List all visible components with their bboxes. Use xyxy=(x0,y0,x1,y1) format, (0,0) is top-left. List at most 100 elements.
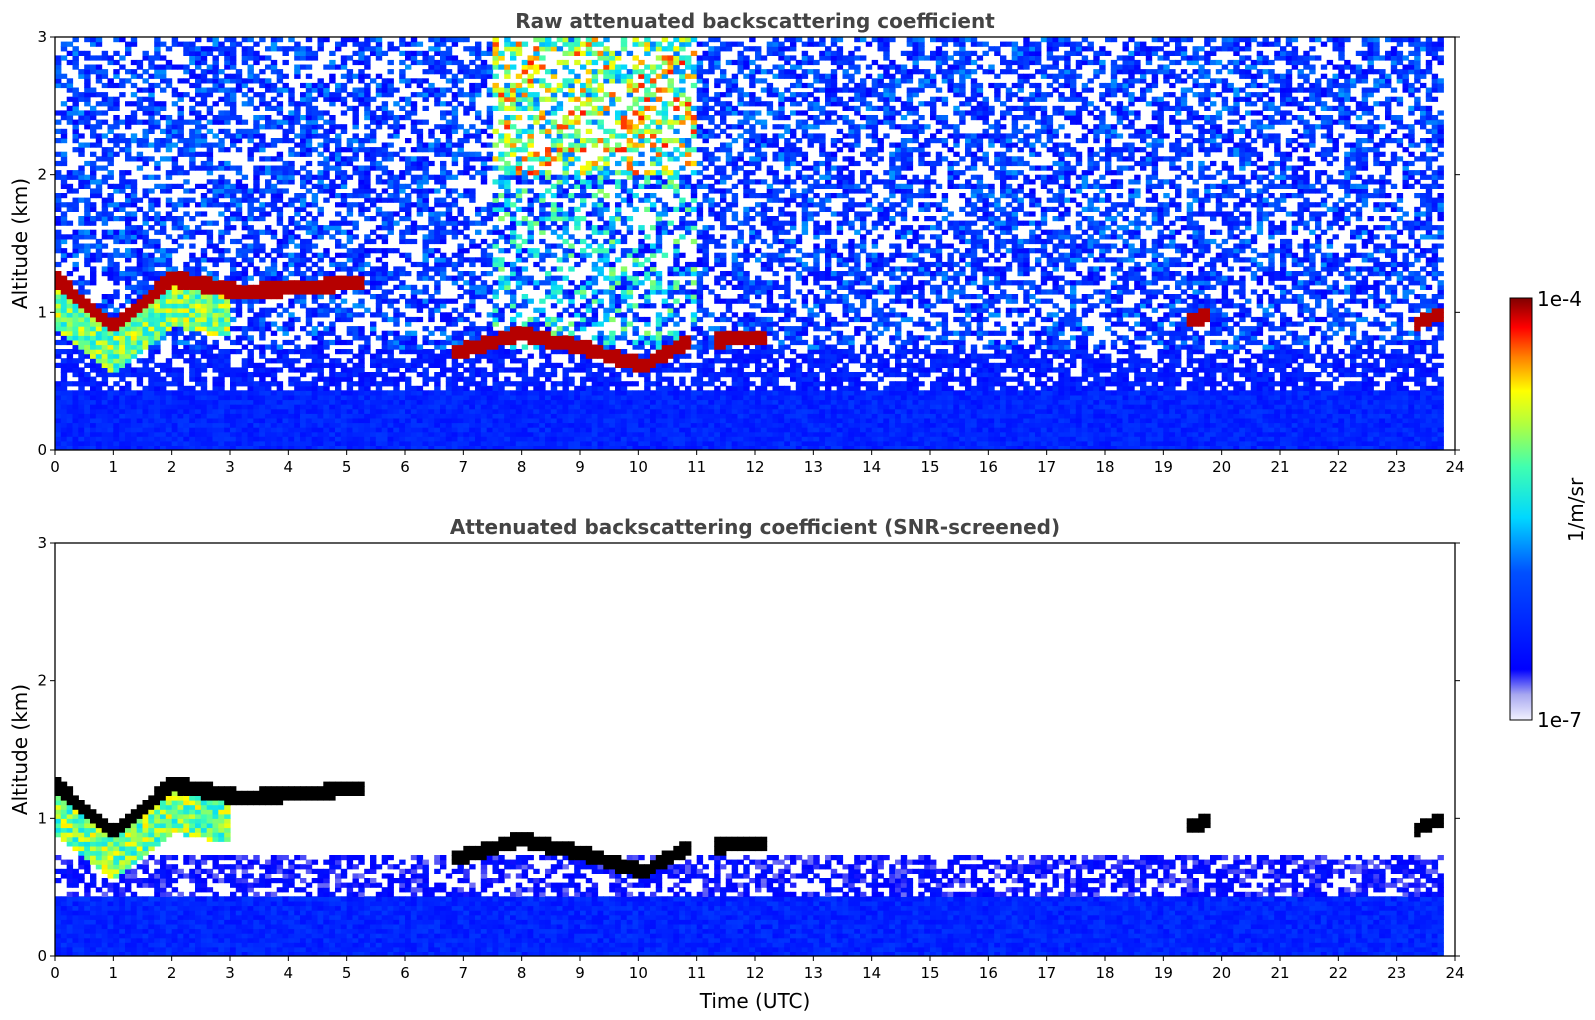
heatmap-cell xyxy=(282,417,289,424)
heatmap-cell xyxy=(416,436,424,442)
heatmap-cell xyxy=(358,147,365,153)
heatmap-cell xyxy=(399,440,406,446)
heatmap-cell xyxy=(171,87,179,93)
heatmap-cell xyxy=(340,440,348,446)
heatmap-cell xyxy=(241,78,249,84)
heatmap-cell xyxy=(305,243,313,249)
heatmap-cell xyxy=(195,362,202,368)
heatmap-cell xyxy=(90,92,97,98)
heatmap-cell xyxy=(171,381,179,387)
heatmap-cell xyxy=(504,165,511,171)
heatmap-cell xyxy=(498,151,505,157)
heatmap-cell xyxy=(55,138,62,144)
heatmap-cell xyxy=(165,413,173,419)
heatmap-cell xyxy=(416,128,424,134)
heatmap-cell xyxy=(72,339,79,346)
heatmap-cell xyxy=(78,174,85,180)
heatmap-cell xyxy=(451,220,459,226)
heatmap-cell xyxy=(60,151,68,157)
heatmap-cell xyxy=(259,78,266,84)
heatmap-cell xyxy=(265,82,272,89)
heatmap-cell xyxy=(335,362,342,368)
heatmap-cell xyxy=(340,156,348,162)
heatmap-cell xyxy=(183,321,190,327)
heatmap-cell xyxy=(101,326,109,332)
heatmap-cell xyxy=(288,37,295,43)
heatmap-cell xyxy=(78,197,85,203)
heatmap-cell xyxy=(148,261,155,268)
heatmap-cell xyxy=(428,87,435,93)
heatmap-cell xyxy=(212,358,219,364)
heatmap-cell xyxy=(434,138,441,144)
heatmap-cell xyxy=(171,119,179,125)
heatmap-cell xyxy=(177,294,184,300)
heatmap-cell xyxy=(323,312,330,318)
heatmap-cell xyxy=(440,344,447,350)
heatmap-cell xyxy=(329,376,336,382)
heatmap-cell xyxy=(521,87,529,93)
heatmap-cell xyxy=(510,390,517,396)
heatmap-cell xyxy=(171,266,179,272)
heatmap-cell xyxy=(486,431,494,437)
heatmap-cell xyxy=(329,234,336,240)
heatmap-cell xyxy=(224,394,231,401)
heatmap-cell xyxy=(434,216,441,222)
heatmap-cell xyxy=(451,229,459,235)
heatmap-cell xyxy=(200,367,208,373)
heatmap-cell xyxy=(55,216,62,222)
heatmap-cell xyxy=(154,372,161,378)
heatmap-cell xyxy=(160,321,167,327)
heatmap-cell xyxy=(177,436,184,442)
heatmap-cell xyxy=(183,138,190,144)
heatmap-cell xyxy=(224,316,231,323)
heatmap-cell xyxy=(480,119,488,125)
heatmap-cell xyxy=(445,147,453,153)
heatmap-cell xyxy=(329,326,336,332)
heatmap-cell xyxy=(177,197,184,203)
heatmap-cell xyxy=(527,179,534,185)
heatmap-cell xyxy=(317,257,324,263)
heatmap-cell xyxy=(387,197,394,203)
heatmap-cell xyxy=(183,202,190,208)
heatmap-cell xyxy=(107,335,114,341)
heatmap-cell xyxy=(469,362,476,368)
heatmap-cell xyxy=(171,307,179,313)
heatmap-cell xyxy=(142,243,149,249)
heatmap-cell xyxy=(305,220,313,226)
heatmap-cell xyxy=(160,41,167,47)
heatmap-cell xyxy=(55,238,62,245)
heatmap-cell xyxy=(305,225,313,231)
heatmap-cell xyxy=(136,399,144,405)
heatmap-cell xyxy=(422,252,429,258)
heatmap-cell xyxy=(212,64,219,70)
heatmap-cell xyxy=(323,307,330,313)
heatmap-cell xyxy=(504,234,511,240)
heatmap-cell xyxy=(504,381,511,387)
heatmap-cell xyxy=(346,372,354,378)
heatmap-cell xyxy=(60,101,68,107)
heatmap-cell xyxy=(457,362,464,368)
heatmap-cell xyxy=(136,440,144,446)
heatmap-cell xyxy=(300,202,307,208)
heatmap-cell xyxy=(95,156,103,162)
heatmap-cell xyxy=(428,142,435,148)
heatmap-cell xyxy=(358,335,365,341)
heatmap-cell xyxy=(224,165,231,171)
heatmap-cell xyxy=(130,399,138,405)
heatmap-cell xyxy=(504,82,511,89)
heatmap-cell xyxy=(300,138,307,144)
heatmap-cell xyxy=(78,316,85,323)
heatmap-cell xyxy=(259,138,266,144)
heatmap-cell xyxy=(434,422,441,428)
heatmap-cell xyxy=(428,59,435,66)
heatmap-cell xyxy=(329,404,336,410)
heatmap-cell xyxy=(527,225,534,231)
heatmap-cell xyxy=(247,417,254,424)
heatmap-cell xyxy=(387,275,394,281)
heatmap-cell xyxy=(282,339,289,346)
heatmap-cell xyxy=(165,298,173,304)
heatmap-cell xyxy=(399,156,406,162)
heatmap-cell xyxy=(148,440,155,446)
heatmap-cell xyxy=(346,271,354,277)
heatmap-cell xyxy=(440,261,447,268)
